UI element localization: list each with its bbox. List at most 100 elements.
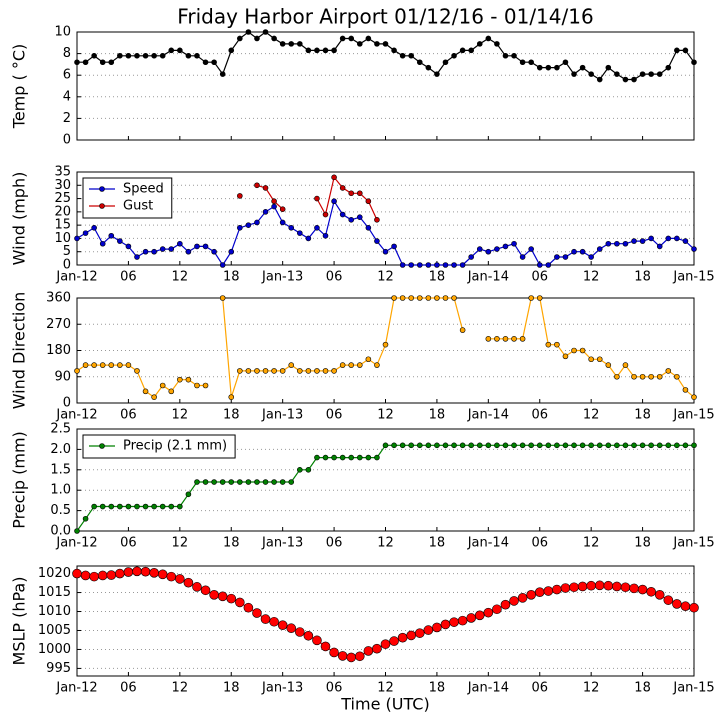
series-line: [77, 31, 695, 81]
data-point: [254, 479, 260, 485]
data-point: [228, 248, 235, 255]
data-point: [408, 262, 415, 268]
x-axis-label: Time (UTC): [340, 695, 429, 714]
x-tick-label: 06: [120, 536, 137, 551]
y-axis-label: MSLP (hPa): [10, 577, 29, 666]
data-point: [168, 388, 175, 395]
data-point: [279, 206, 286, 212]
data-point: [314, 225, 320, 231]
data-point: [346, 652, 357, 663]
data-point: [297, 230, 303, 236]
data-point: [639, 238, 646, 244]
data-point: [457, 615, 468, 626]
data-point: [271, 198, 277, 205]
data-point: [434, 442, 440, 449]
data-point: [117, 503, 123, 510]
data-point: [689, 602, 699, 613]
data-point: [511, 336, 517, 342]
data-point: [656, 442, 663, 449]
y-tick-label: 1010: [38, 604, 71, 619]
data-point: [519, 336, 526, 342]
data-point: [305, 466, 312, 473]
x-tick-label: 12: [172, 270, 189, 285]
data-point: [614, 71, 620, 77]
data-point: [151, 248, 157, 255]
data-point: [399, 295, 406, 301]
data-point: [682, 387, 689, 393]
x-tick-label: 06: [531, 408, 548, 423]
data-point: [305, 235, 312, 242]
data-point: [125, 503, 132, 510]
data-point: [459, 442, 466, 449]
data-point: [605, 240, 612, 247]
data-point: [614, 373, 620, 380]
y-axis-label: Wind (mph): [10, 172, 29, 266]
x-tick-label: 18: [223, 270, 240, 285]
data-point: [485, 336, 492, 342]
data-point: [312, 635, 322, 646]
data-point: [254, 182, 260, 189]
x-tick-label: Jan-13: [261, 681, 303, 696]
data-point: [596, 76, 603, 83]
data-point: [142, 248, 149, 255]
data-point: [74, 368, 80, 374]
x-tick-label: Jan-14: [467, 408, 509, 423]
data-point: [579, 248, 586, 255]
data-point: [562, 353, 569, 360]
data-point: [228, 479, 235, 485]
x-tick-label: Jan-12: [55, 408, 97, 423]
data-point: [123, 567, 134, 577]
data-point: [434, 71, 440, 77]
x-tick-label: 06: [326, 536, 343, 551]
data-point: [243, 602, 254, 613]
data-point: [157, 569, 168, 580]
data-point: [228, 47, 235, 54]
data-point: [459, 47, 466, 54]
data-point: [562, 254, 569, 260]
data-point: [237, 35, 243, 42]
data-point: [365, 35, 372, 42]
x-tick-label: 12: [172, 536, 189, 551]
data-point: [511, 52, 517, 59]
data-point: [314, 47, 320, 54]
data-point: [97, 570, 108, 581]
data-point: [502, 442, 509, 449]
y-tick-label: 25: [54, 191, 71, 206]
data-point: [331, 174, 337, 181]
plot-frame: [76, 565, 695, 677]
data-point: [185, 52, 192, 59]
legend-label: Precip (2.1 mm): [123, 439, 227, 454]
data-point: [571, 248, 577, 255]
data-point: [622, 442, 629, 449]
data-point: [74, 235, 80, 242]
data-point: [372, 643, 382, 654]
data-point: [468, 442, 474, 449]
data-point: [494, 41, 500, 47]
x-tick-label: Jan-14: [467, 681, 509, 696]
data-point: [468, 47, 474, 54]
data-point: [74, 59, 80, 66]
data-point: [682, 238, 689, 244]
data-point: [279, 219, 286, 226]
data-point: [579, 64, 586, 71]
data-point: [382, 41, 389, 47]
x-tick-label: 06: [120, 270, 137, 285]
y-tick-label: 35: [54, 165, 71, 180]
data-point: [639, 373, 646, 380]
data-point: [519, 59, 526, 66]
x-tick-label: 06: [531, 536, 548, 551]
data-point: [262, 479, 269, 485]
x-tick-label: 06: [120, 408, 137, 423]
y-tick-label: 6: [63, 68, 71, 83]
x-tick-label: 12: [172, 408, 189, 423]
data-point: [483, 607, 494, 618]
data-point: [528, 59, 534, 66]
x-tick-label: 18: [429, 408, 446, 423]
data-point: [363, 646, 374, 656]
data-point: [91, 362, 97, 368]
data-point: [262, 368, 269, 374]
data-point: [536, 442, 543, 449]
data-point: [235, 597, 245, 608]
data-point: [682, 442, 689, 449]
x-tick-label: Jan-13: [261, 270, 303, 285]
